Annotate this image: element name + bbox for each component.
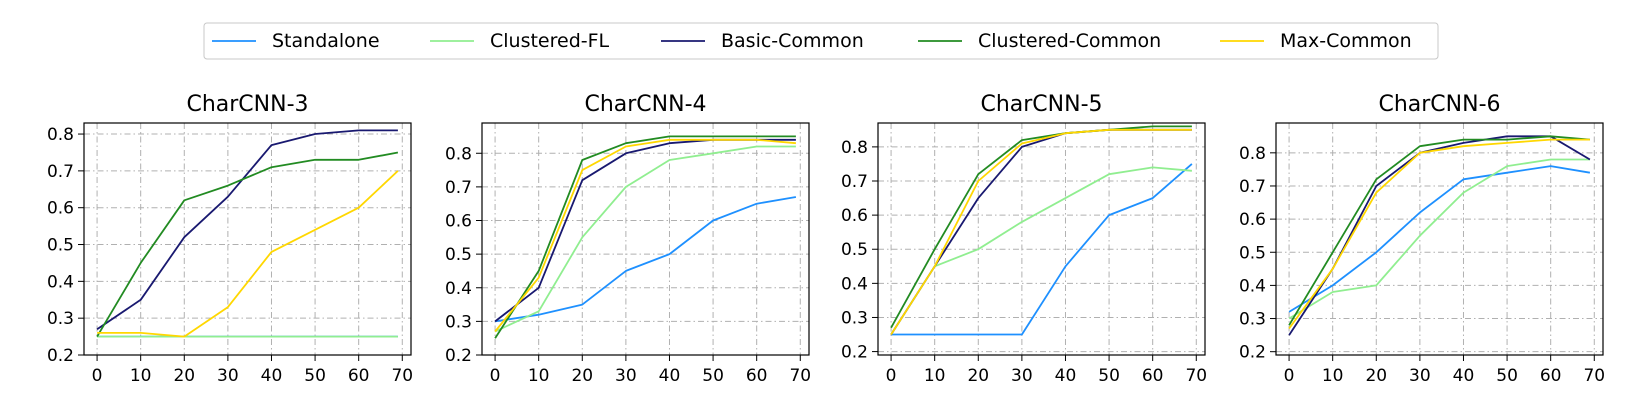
series-line <box>890 125 1192 329</box>
series-line <box>494 138 796 333</box>
x-tick-label: 50 <box>304 366 326 386</box>
series-line <box>96 151 399 338</box>
series-line <box>890 166 1192 335</box>
y-tick-label: 0.2 <box>445 346 472 366</box>
series-line <box>1288 165 1591 313</box>
y-tick-label: 0.7 <box>445 178 472 198</box>
y-tick-label: 0.3 <box>1239 310 1266 330</box>
x-tick-label: 0 <box>490 366 501 386</box>
series-line <box>494 196 797 323</box>
series-line <box>494 145 796 333</box>
y-tick-label: 0.5 <box>841 240 868 260</box>
x-tick-label: 60 <box>1142 366 1164 386</box>
x-tick-label: 30 <box>217 366 239 386</box>
plot-frame <box>1275 122 1604 356</box>
x-tick-label: 10 <box>924 366 946 386</box>
y-tick-label: 0.7 <box>47 162 74 182</box>
legend: Standalone Clustered-FL Basic-Common Cluste… <box>203 22 1439 60</box>
x-tick-label: 20 <box>571 366 593 386</box>
legend-frame <box>203 22 1439 60</box>
x-tick-label: 40 <box>261 366 283 386</box>
chart-panel: CharCNN-4 0 10 20 30 40 50 60 70 0.2 0.3 0.4 0.5 0.6 0… <box>445 92 811 386</box>
series-line <box>1288 138 1590 330</box>
x-tick-label: 30 <box>1409 366 1431 386</box>
chart-panel: CharCNN-3 0 10 20 30 40 50 60 70 0.2 0.3 0.4 0.5 0.6 0… <box>47 92 413 386</box>
x-tick-label: 20 <box>1365 366 1387 386</box>
x-tick-label: 0 <box>1284 366 1295 386</box>
x-tick-label: 20 <box>173 366 195 386</box>
chart-title: CharCNN-5 <box>980 92 1102 117</box>
x-tick-label: 40 <box>1453 366 1475 386</box>
x-tick-label: 60 <box>1540 366 1562 386</box>
y-tick-label: 0.7 <box>841 172 868 192</box>
y-tick-label: 0.3 <box>47 309 74 329</box>
x-tick-label: 10 <box>528 366 550 386</box>
x-tick-label: 50 <box>1496 366 1518 386</box>
legend-label: Clustered-FL <box>490 30 610 52</box>
x-tick-label: 10 <box>130 366 152 386</box>
y-tick-label: 0.3 <box>445 312 472 332</box>
x-tick-label: 70 <box>1583 366 1605 386</box>
y-tick-label: 0.4 <box>445 279 472 299</box>
series-line <box>1288 135 1590 326</box>
y-tick-label: 0.4 <box>1239 276 1266 296</box>
y-tick-label: 0.8 <box>47 125 74 145</box>
y-tick-label: 0.5 <box>445 245 472 265</box>
legend-label: Max-Common <box>1280 30 1412 52</box>
y-tick-label: 0.6 <box>445 212 472 232</box>
y-tick-label: 0.4 <box>841 274 868 294</box>
x-tick-label: 30 <box>615 366 637 386</box>
x-tick-label: 40 <box>659 366 681 386</box>
legend-label: Basic-Common <box>721 30 864 52</box>
plot-frame <box>877 122 1206 356</box>
chart-panel: CharCNN-5 0 10 20 30 40 50 60 70 0.2 0.3 0.4 0.5 0.6 0… <box>841 92 1207 386</box>
y-tick-label: 0.6 <box>47 199 74 219</box>
y-tick-label: 0.2 <box>47 346 74 366</box>
x-tick-label: 70 <box>391 366 413 386</box>
y-tick-label: 0.8 <box>1239 144 1266 164</box>
chart-title: CharCNN-4 <box>584 92 706 117</box>
legend-label: Clustered-Common <box>978 30 1161 52</box>
x-tick-label: 60 <box>746 366 768 386</box>
x-tick-label: 70 <box>1185 366 1207 386</box>
chart-panels: CharCNN-3 0 10 20 30 40 50 60 70 0.2 0.3 0.4 0.5 0.6 0… <box>47 92 1605 386</box>
x-tick-label: 70 <box>789 366 811 386</box>
chart-panel: CharCNN-6 0 10 20 30 40 50 60 70 0.2 0.3 0.4 0.5 0.6 0… <box>1239 92 1605 386</box>
x-tick-label: 50 <box>1098 366 1120 386</box>
series-line <box>494 135 796 339</box>
x-tick-label: 40 <box>1055 366 1077 386</box>
plot-frame <box>83 122 412 356</box>
y-tick-label: 0.5 <box>47 236 74 256</box>
y-tick-label: 0.8 <box>841 138 868 158</box>
y-tick-label: 0.2 <box>841 343 868 363</box>
x-tick-label: 10 <box>1322 366 1344 386</box>
plot-frame <box>481 122 810 356</box>
y-tick-label: 0.6 <box>841 206 868 226</box>
x-tick-label: 60 <box>348 366 370 386</box>
series-line <box>494 138 796 323</box>
y-tick-label: 0.4 <box>47 272 74 292</box>
series-line <box>96 129 398 330</box>
series-line <box>97 170 399 338</box>
series-line <box>1288 158 1590 320</box>
x-tick-label: 0 <box>886 366 897 386</box>
y-tick-label: 0.2 <box>1239 343 1266 363</box>
series-line <box>890 128 1192 335</box>
x-tick-label: 0 <box>92 366 103 386</box>
series-line <box>891 163 1193 336</box>
y-tick-label: 0.3 <box>841 308 868 328</box>
x-tick-label: 30 <box>1011 366 1033 386</box>
y-tick-label: 0.5 <box>1239 243 1266 263</box>
chart-title: CharCNN-3 <box>186 92 308 117</box>
legend-label: Standalone <box>272 30 380 52</box>
y-tick-label: 0.6 <box>1239 210 1266 230</box>
y-tick-label: 0.8 <box>445 144 472 164</box>
y-tick-label: 0.7 <box>1239 177 1266 197</box>
x-tick-label: 20 <box>967 366 989 386</box>
x-tick-label: 50 <box>702 366 724 386</box>
chart-title: CharCNN-6 <box>1378 92 1500 117</box>
